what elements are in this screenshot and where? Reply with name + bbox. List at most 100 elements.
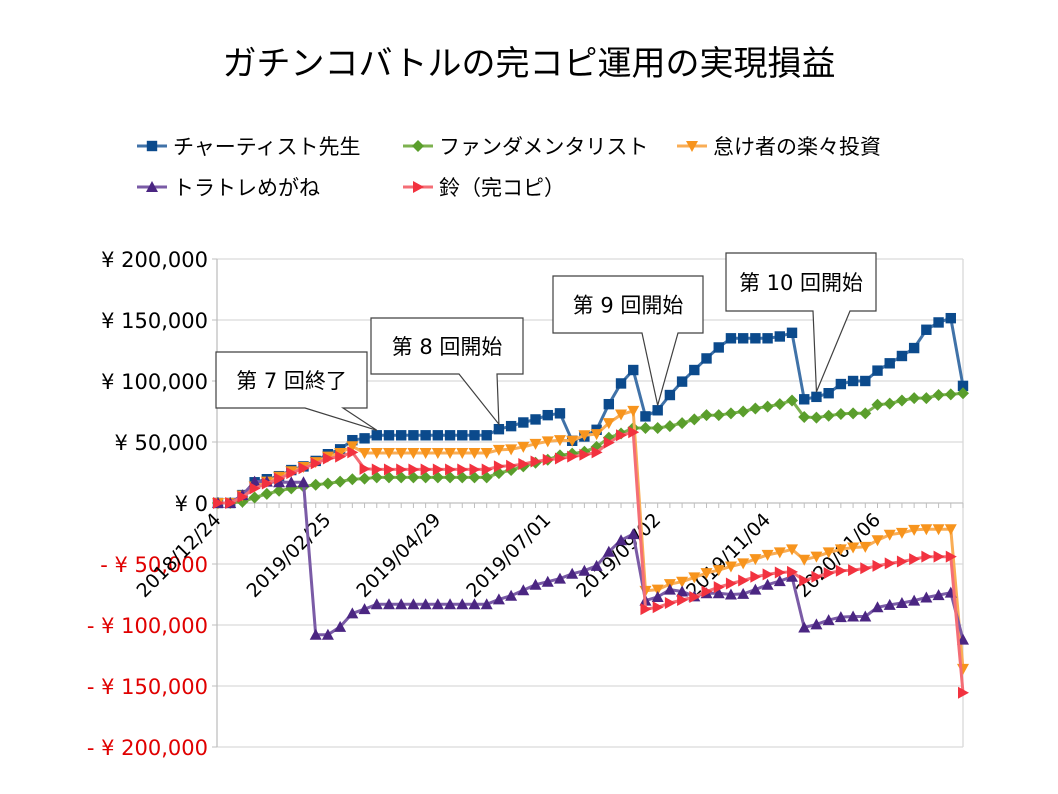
- data-point: [712, 409, 725, 422]
- data-point: [761, 578, 774, 590]
- data-point: [456, 598, 469, 610]
- data-point: [847, 375, 859, 387]
- data-point: [835, 564, 847, 577]
- data-point: [408, 430, 419, 441]
- data-point: [872, 559, 884, 572]
- data-point: [359, 433, 370, 444]
- data-point: [676, 576, 689, 588]
- data-point: [249, 482, 261, 495]
- chart-title: ガチンコバトルの完コピ運用の実現損益: [222, 44, 835, 84]
- data-point: [627, 405, 640, 417]
- data-point: [957, 633, 969, 645]
- data-point: [811, 391, 822, 403]
- data-point: [370, 447, 383, 459]
- data-point: [616, 429, 628, 442]
- y-tick-label: - ¥ 150,000: [87, 675, 208, 699]
- data-point: [860, 375, 871, 387]
- data-point: [567, 450, 579, 463]
- data-point: [492, 444, 505, 456]
- legend-marker-icon: [146, 181, 158, 192]
- data-point: [834, 544, 847, 556]
- data-point: [908, 392, 921, 405]
- data-point: [225, 497, 237, 509]
- data-point: [335, 450, 347, 463]
- data-point: [553, 572, 566, 584]
- data-point: [382, 598, 395, 610]
- data-point: [347, 434, 358, 446]
- data-point: [933, 317, 944, 328]
- data-point: [371, 430, 382, 441]
- data-point: [883, 529, 896, 541]
- data-point: [530, 455, 542, 468]
- data-point: [664, 389, 676, 401]
- data-point: [383, 463, 395, 476]
- data-point: [248, 491, 261, 504]
- data-point: [895, 527, 908, 539]
- data-point: [542, 409, 553, 421]
- y-tick-label: ¥ 0: [175, 492, 208, 516]
- data-point: [713, 581, 725, 594]
- data-point: [774, 566, 786, 579]
- legend-item: 鈴（完コピ）: [403, 176, 565, 200]
- data-point: [396, 463, 408, 476]
- data-point: [260, 487, 273, 500]
- data-point: [945, 312, 956, 324]
- data-point: [395, 430, 407, 441]
- callout: 第 7 回終了: [215, 351, 378, 431]
- data-point: [860, 562, 872, 575]
- data-point: [615, 534, 628, 546]
- data-point: [213, 497, 224, 509]
- legend-label: ファンダメンタリスト: [439, 135, 648, 159]
- legend-marker-icon: [686, 141, 698, 152]
- data-point: [896, 555, 908, 568]
- data-point: [431, 471, 444, 484]
- data-point: [456, 471, 469, 484]
- y-tick-label: ¥ 200,000: [101, 248, 208, 272]
- data-point: [285, 476, 298, 488]
- data-point: [835, 378, 847, 390]
- data-point: [627, 528, 640, 540]
- data-point: [579, 448, 591, 461]
- data-point: [505, 589, 518, 601]
- data-point: [591, 446, 603, 459]
- y-tick-label: - ¥ 50,000: [100, 553, 208, 577]
- data-point: [688, 572, 701, 584]
- data-point: [274, 472, 286, 485]
- data-point: [383, 430, 395, 441]
- data-point: [469, 463, 481, 476]
- data-point: [823, 567, 835, 580]
- data-point: [762, 333, 773, 344]
- callout: 第 8 回開始: [370, 317, 524, 426]
- data-point: [261, 477, 273, 490]
- data-point: [651, 590, 664, 602]
- data-point: [847, 407, 860, 420]
- legend-marker-icon: [412, 140, 424, 152]
- data-point: [724, 588, 737, 600]
- data-point: [347, 446, 359, 459]
- data-point: [689, 590, 701, 603]
- data-point: [920, 591, 933, 603]
- data-point: [737, 333, 749, 344]
- legend-label: トラトレめがね: [173, 176, 320, 200]
- data-point: [445, 463, 457, 476]
- legend-label: チャーティスト先生: [173, 135, 361, 159]
- data-point: [505, 420, 517, 432]
- data-point: [773, 575, 786, 587]
- data-point: [663, 420, 676, 433]
- data-point: [834, 407, 847, 420]
- data-point: [480, 598, 493, 610]
- data-point: [309, 628, 322, 640]
- y-tick-label: ¥ 150,000: [101, 309, 208, 333]
- data-point: [334, 475, 347, 488]
- callout-text: 第 9 回開始: [573, 294, 684, 318]
- data-point: [420, 463, 432, 476]
- data-point: [896, 350, 908, 362]
- data-point: [823, 388, 834, 399]
- data-point: [786, 544, 799, 556]
- data-point: [432, 430, 444, 441]
- data-point: [689, 364, 700, 376]
- y-tick-label: ¥ 50,000: [114, 431, 208, 455]
- data-point: [541, 436, 554, 448]
- data-point: [431, 598, 444, 610]
- data-point: [847, 610, 860, 622]
